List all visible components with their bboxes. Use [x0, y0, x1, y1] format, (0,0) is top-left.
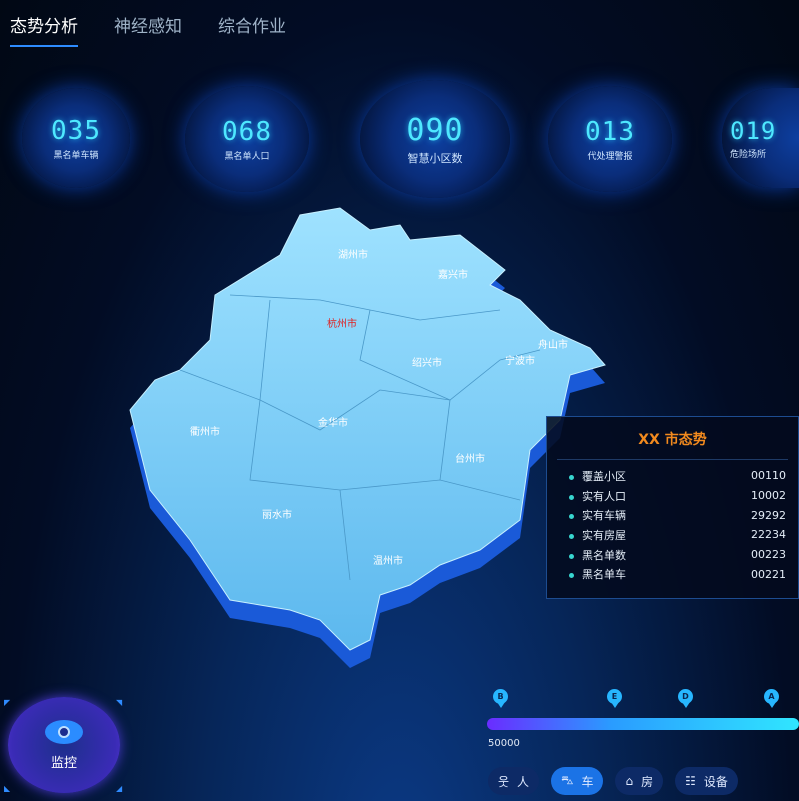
- timeline-marker[interactable]: E: [607, 689, 623, 709]
- stat-value: 068: [222, 116, 272, 147]
- timeline-value: 50000: [488, 738, 520, 749]
- timeline-marker[interactable]: B: [493, 689, 509, 709]
- category-label: 设备: [703, 774, 728, 789]
- timeline-marker[interactable]: A: [764, 689, 780, 709]
- row-label: 黑名单数: [582, 548, 626, 562]
- city-label[interactable]: 嘉兴市: [438, 268, 468, 281]
- panel-rows: 覆盖小区 00110 实有人口 10002 实有车辆 29292 实有房屋 22234 …: [547, 466, 798, 584]
- stat-value: 090: [406, 112, 464, 148]
- device-icon: ☷: [685, 774, 696, 788]
- panel-row: 黑名单车 00221: [547, 564, 798, 584]
- city-label[interactable]: 温州市: [373, 554, 403, 567]
- row-label: 实有人口: [582, 489, 626, 503]
- stat-blacklist-population: 068 黑名单人口: [185, 86, 309, 192]
- corner-marker: ◢: [116, 784, 123, 793]
- row-label: 黑名单车: [582, 568, 626, 582]
- map-surface: [129, 207, 606, 651]
- stat-smart-communities: 090 智慧小区数: [360, 80, 510, 198]
- row-value: 00110: [751, 469, 786, 483]
- row-value: 10002: [751, 489, 786, 503]
- marker-label: A: [764, 689, 779, 704]
- city-situation-panel: XX 市态势 覆盖小区 00110 实有人口 10002 实有车辆 29292 实有房…: [546, 416, 799, 599]
- stat-label: 代处理警报: [587, 151, 633, 162]
- category-car-button[interactable]: ⛍ 车: [551, 767, 604, 795]
- stat-label: 智慧小区数: [407, 151, 463, 165]
- city-label[interactable]: 宁波市: [505, 354, 535, 367]
- row-label: 实有房屋: [582, 528, 626, 542]
- category-device-button[interactable]: ☷ 设备: [675, 767, 738, 795]
- stat-label: 黑名单人口: [224, 151, 270, 162]
- stat-label: 危险场所: [730, 149, 767, 160]
- corner-marker: ◤: [4, 698, 11, 707]
- panel-row: 覆盖小区 00110: [547, 466, 798, 486]
- panel-row: 实有车辆 29292: [547, 505, 798, 525]
- stats-row: 035 黑名单车辆 068 黑名单人口 090 智慧小区数 013 代处理警报 019 危…: [0, 80, 799, 202]
- stat-value: 013: [585, 116, 635, 147]
- monitor-label: 监控: [50, 755, 77, 771]
- eye-icon: [45, 719, 83, 744]
- province-map: 湖州市 嘉兴市 杭州市 舟山市 绍兴市 宁波市 衢州市 金华市 台州市 丽水市 …: [129, 207, 606, 668]
- row-value: 22234: [751, 528, 786, 542]
- city-label[interactable]: 舟山市: [538, 338, 568, 351]
- category-house-button[interactable]: ⌂ 房: [615, 767, 664, 795]
- timeline-bar[interactable]: [487, 718, 799, 730]
- row-value: 00223: [751, 548, 786, 562]
- row-label: 实有车辆: [582, 509, 626, 523]
- city-label[interactable]: 丽水市: [262, 508, 292, 521]
- city-label[interactable]: 台州市: [455, 452, 485, 465]
- bullet-icon: [569, 573, 574, 579]
- stat-dangerous-places: 019 危险场所: [722, 88, 799, 188]
- row-label: 覆盖小区: [582, 469, 626, 483]
- marker-label: B: [493, 689, 508, 704]
- city-label[interactable]: 湖州市: [338, 248, 368, 261]
- city-label[interactable]: 金华市: [318, 416, 348, 429]
- category-label: 车: [581, 774, 594, 789]
- marker-label: E: [607, 689, 622, 704]
- stat-pending-alerts: 013 代处理警报: [548, 86, 672, 192]
- corner-marker: ◥: [116, 698, 123, 707]
- panel-title: XX 市态势: [557, 429, 788, 460]
- row-value: 29292: [751, 508, 786, 522]
- monitor-button[interactable]: 监控: [8, 697, 120, 793]
- bullet-icon: [569, 494, 574, 500]
- category-label: 房: [641, 774, 654, 789]
- row-value: 00221: [751, 567, 786, 581]
- top-tabs: 态势分析 神经感知 综合作业: [10, 12, 286, 47]
- category-label: 人: [517, 774, 530, 789]
- corner-marker: ◣: [4, 784, 11, 793]
- tab-situation-analysis[interactable]: 态势分析: [10, 12, 78, 47]
- bullet-icon: [569, 533, 574, 539]
- stat-label: 黑名单车辆: [53, 150, 99, 161]
- city-borders: [179, 294, 541, 581]
- timeline-marker[interactable]: D: [678, 689, 694, 709]
- bullet-icon: [569, 553, 574, 559]
- city-label-highlighted[interactable]: 杭州市: [327, 317, 357, 330]
- tab-neural-perception[interactable]: 神经感知: [114, 17, 182, 37]
- marker-label: D: [678, 689, 693, 704]
- house-icon: ⌂: [625, 774, 634, 788]
- city-label[interactable]: 衢州市: [190, 425, 220, 438]
- bullet-icon: [569, 514, 574, 520]
- person-icon: 웃: [498, 774, 510, 789]
- tab-integrated-operations[interactable]: 综合作业: [218, 17, 286, 37]
- car-icon: ⛍: [561, 773, 574, 787]
- panel-row: 黑名单数 00223: [547, 545, 798, 565]
- panel-row: 实有房屋 22234: [547, 525, 798, 545]
- panel-row: 实有人口 10002: [547, 486, 798, 506]
- bullet-icon: [569, 474, 574, 480]
- stat-value: 035: [51, 115, 101, 146]
- stat-value: 019: [730, 116, 777, 145]
- stat-blacklist-vehicles: 035 黑名单车辆: [22, 88, 130, 188]
- city-label[interactable]: 绍兴市: [412, 356, 442, 369]
